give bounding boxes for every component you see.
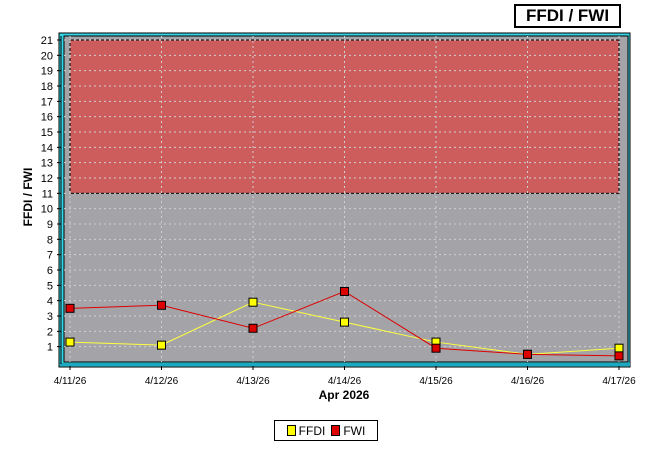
y-tick-label: 16 — [41, 112, 53, 124]
y-tick-label: 21 — [41, 35, 53, 47]
y-tick-label: 2 — [47, 326, 53, 338]
marker-fwi — [65, 303, 75, 313]
series-markers — [65, 286, 624, 361]
x-tick-label: 4/17/26 — [602, 376, 636, 387]
x-axis-label: Apr 2026 — [319, 388, 370, 402]
marker-fwi — [248, 323, 258, 333]
y-tick-label: 17 — [41, 96, 53, 108]
marker-ffdi — [65, 337, 75, 347]
frame-floor — [60, 363, 630, 366]
y-tick-label: 3 — [47, 311, 53, 323]
legend-swatch-ffdi — [286, 425, 296, 436]
marker-fwi — [340, 286, 349, 296]
y-tick-label: 8 — [47, 234, 53, 246]
y-tick-label: 14 — [41, 142, 53, 154]
marker-ffdi — [614, 343, 624, 353]
y-tick-label: 4 — [47, 296, 53, 308]
chart-title: FFDI / FWI — [514, 4, 621, 28]
y-tick-label: 19 — [41, 66, 53, 78]
y-tick-label: 20 — [41, 50, 53, 62]
chart-canvas: 1234567891011121314151617181920214/11/26… — [21, 32, 636, 402]
legend-label-fwi: FWI — [343, 423, 366, 438]
x-tick-label: 4/14/26 — [328, 376, 362, 387]
legend-item-ffdi: FFDI — [286, 423, 326, 438]
marker-fwi — [523, 349, 532, 359]
marker-fwi — [157, 300, 166, 310]
y-tick-label: 10 — [41, 204, 53, 216]
marker-ffdi — [248, 297, 258, 307]
marker-ffdi — [157, 340, 166, 350]
y-tick-label: 1 — [47, 342, 53, 354]
x-tick-label: 4/16/26 — [511, 376, 545, 387]
y-tick-label: 9 — [47, 219, 53, 231]
legend-item-fwi: FWI — [331, 424, 365, 438]
x-tick-label: 4/11/26 — [54, 376, 87, 387]
y-tick-label: 13 — [41, 158, 53, 170]
axes: 1234567891011121314151617181920214/11/26… — [41, 35, 636, 387]
y-tick-label: 15 — [41, 127, 53, 139]
legend-label-ffdi: FFDI — [298, 423, 326, 438]
y-tick-label: 5 — [47, 280, 53, 292]
y-axis-label: FFDI / FWI — [21, 168, 35, 227]
y-tick-label: 18 — [41, 81, 53, 93]
y-tick-label: 7 — [47, 250, 53, 262]
y-tick-label: 12 — [41, 173, 53, 185]
legend-swatch-fwi — [331, 425, 341, 436]
y-tick-label: 6 — [47, 265, 53, 277]
x-tick-label: 4/15/26 — [419, 376, 453, 387]
legend: FFDI FWI — [274, 420, 378, 441]
y-tick-label: 11 — [42, 188, 53, 200]
marker-fwi — [614, 351, 624, 361]
marker-fwi — [431, 343, 441, 353]
x-tick-label: 4/13/26 — [236, 376, 270, 387]
x-tick-label: 4/12/26 — [145, 376, 179, 387]
marker-ffdi — [340, 317, 349, 327]
